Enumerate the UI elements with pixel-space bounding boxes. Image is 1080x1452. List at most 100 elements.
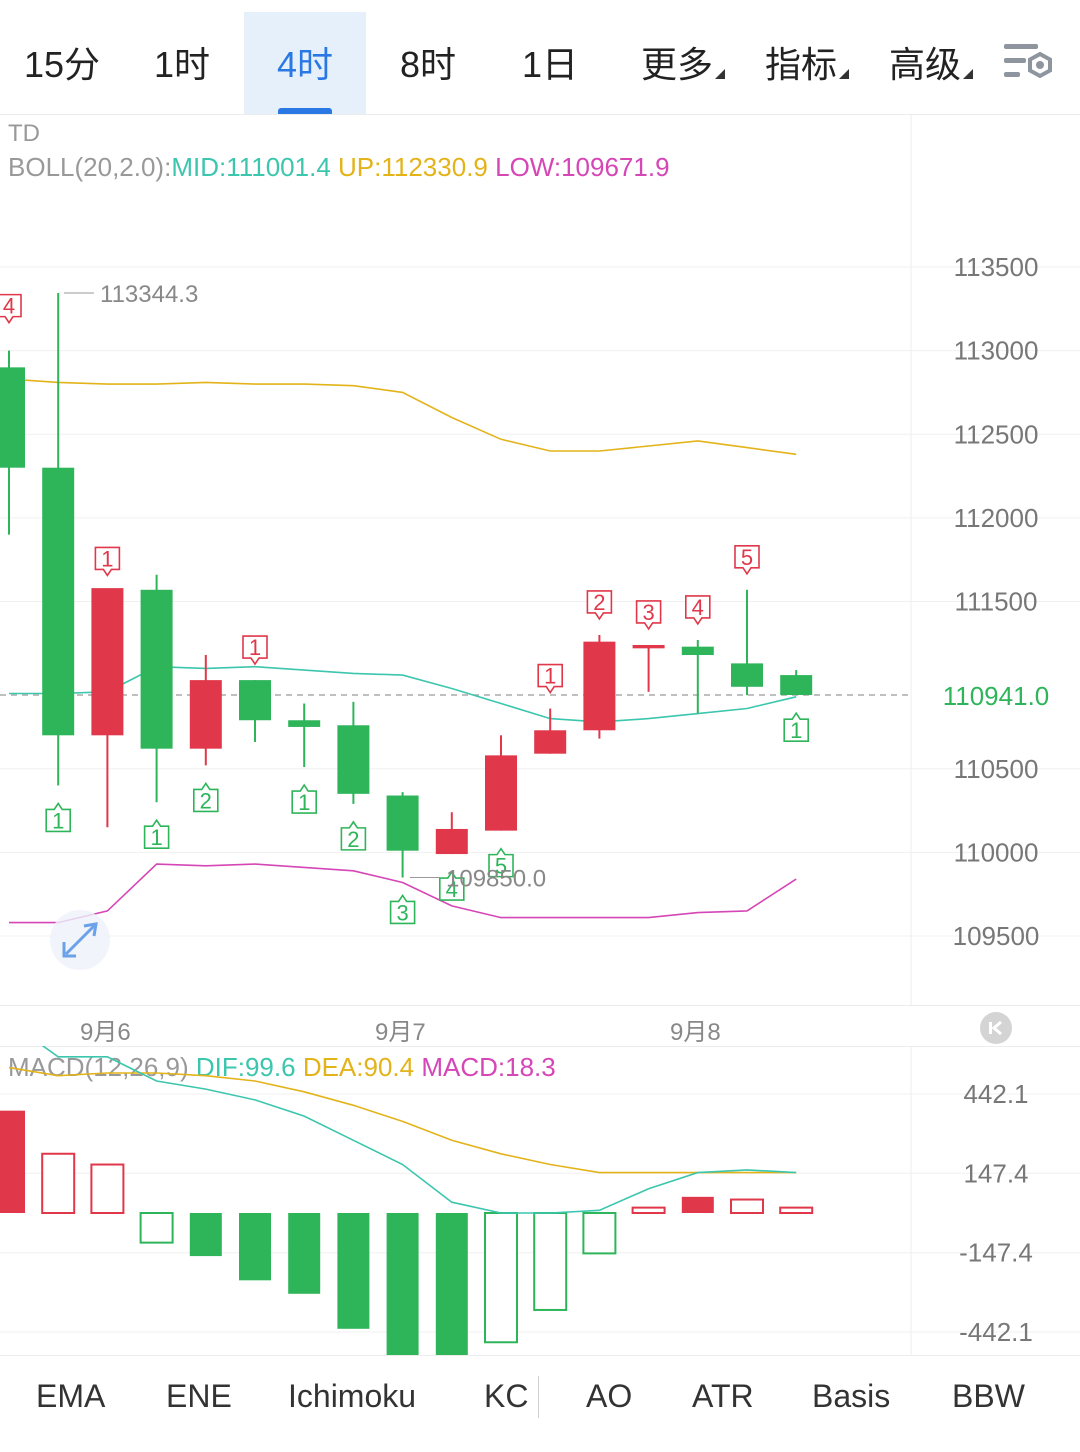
candle-body	[534, 730, 567, 754]
current-price-tag	[912, 674, 1080, 715]
price-tick-label: 110500	[954, 754, 1039, 784]
macd-dea-line	[8, 1066, 797, 1174]
td-marker-frame	[488, 847, 514, 878]
td-marker-frame	[586, 590, 613, 621]
indicator-tab-bbw[interactable]: BBW	[952, 1378, 1025, 1414]
scroll-to-latest-icon[interactable]	[979, 1011, 1013, 1045]
td-marker-frame	[537, 663, 563, 694]
candle-body	[140, 589, 173, 749]
indicator-tab-ene[interactable]: ENE	[166, 1378, 232, 1414]
boll-legend: BOLL(20,2.0):MID:111001.4 UP:112330.9 LO…	[8, 152, 670, 183]
chart-settings-icon[interactable]	[1002, 40, 1058, 88]
td-indicator-label: TD	[8, 120, 40, 147]
macd-histogram-bar	[90, 1163, 125, 1214]
expand-arrows-icon	[50, 910, 110, 970]
td-count-label: 2	[200, 788, 212, 813]
boll-mid-line	[9, 665, 797, 723]
date-label: 9月8	[670, 1019, 721, 1046]
td-count-marker: 1	[45, 802, 71, 833]
macd-histogram-bar	[189, 1213, 222, 1257]
tab-indicators[interactable]: 指标	[752, 12, 862, 114]
price-tick-label: 112500	[954, 419, 1039, 449]
tab-label: 1日	[521, 44, 579, 85]
candle-body	[337, 725, 370, 794]
candle-body	[42, 467, 75, 736]
tab-15m[interactable]: 15分	[12, 12, 112, 114]
boll-mid-value: MID:111001.4	[171, 152, 331, 182]
high-price-label: 113344.3	[100, 281, 198, 308]
tab-label: 4时	[276, 44, 334, 85]
tab-8h[interactable]: 8时	[376, 12, 480, 114]
td-count-marker: 5	[734, 544, 760, 576]
td-count-label: 2	[593, 590, 605, 615]
tab-label: 8时	[399, 44, 457, 85]
macd-dea-value: DEA:90.4	[302, 1052, 415, 1082]
timeframe-tabs: 15分 1时 4时 8时 1日 更多 指标 高级	[0, 0, 1080, 114]
boll-low-value: LOW:109671.9	[495, 152, 670, 182]
date-label: 9月6	[80, 1019, 131, 1046]
boll-upper-line	[8, 378, 797, 456]
boll-lower-line	[9, 863, 797, 924]
tab-1h[interactable]: 1时	[130, 12, 234, 114]
td-count-label: 1	[544, 664, 556, 689]
candle-body	[731, 663, 763, 687]
macd-histogram-bar	[730, 1198, 764, 1215]
candle-body	[632, 644, 665, 649]
macd-hist-value: MACD:18.3	[421, 1052, 556, 1082]
indicator-tab-ichimoku[interactable]: Ichimoku	[288, 1378, 417, 1414]
td-count-marker: 4	[439, 870, 465, 902]
macd-dif-line	[41, 1046, 797, 1214]
macd-chart[interactable]: 442.1 147.4 -147.4 -442.1	[0, 1046, 1080, 1356]
price-tick-label: 109500	[953, 921, 1040, 951]
candle-body	[91, 588, 124, 736]
low-price-label: 109850.0	[446, 865, 546, 892]
candle-body	[189, 680, 222, 749]
active-tab-indicator	[278, 108, 332, 114]
macd-tick-label: 442.1	[963, 1079, 1028, 1109]
td-marker-frame	[291, 783, 317, 814]
candlestick-chart[interactable]: 113500 113000 112500 112000 111500 110500 1100…	[0, 0, 1080, 1010]
indicator-tab-basis[interactable]: Basis	[812, 1378, 891, 1414]
indicator-tab-ao[interactable]: AO	[586, 1378, 633, 1414]
td-count-marker: 2	[586, 590, 613, 621]
td-count-marker: 3	[635, 600, 662, 631]
td-count-label: 3	[642, 600, 654, 625]
td-count-label: 4	[446, 877, 458, 902]
td-count-marker: 5	[488, 847, 514, 879]
tab-advanced[interactable]: 高级	[876, 12, 986, 114]
price-tick-label: 111500	[955, 587, 1038, 617]
tab-more[interactable]: 更多	[628, 12, 738, 114]
dropdown-triangle-icon	[963, 69, 973, 79]
td-count-label: 1	[790, 718, 802, 743]
expand-icon-stroke	[64, 924, 96, 956]
td-marker-frame	[242, 635, 268, 666]
dropdown-triangle-icon	[715, 69, 725, 79]
td-count-marker: 1	[291, 783, 317, 815]
boll-name: BOLL(20,2.0):	[8, 152, 172, 182]
macd-histogram-bar	[41, 1152, 76, 1214]
td-count-label: 1	[150, 825, 162, 850]
td-count-marker: 1	[537, 663, 563, 694]
td-marker-frame	[45, 802, 71, 833]
macd-tick-label: 147.4	[963, 1158, 1028, 1188]
td-marker-frame	[0, 293, 22, 325]
indicator-tab-atr[interactable]: ATR	[692, 1378, 754, 1414]
tab-1d[interactable]: 1日	[498, 12, 602, 114]
macd-histogram-bar	[337, 1213, 370, 1329]
td-count-label: 1	[101, 546, 113, 571]
tab-label: 1时	[153, 44, 211, 85]
tabs-divider	[0, 114, 1080, 115]
candle-body	[681, 646, 714, 656]
indicator-tabs: EMA ENE Ichimoku KC AO ATR Basis BBW	[0, 1356, 1080, 1452]
boll-up-value: UP:112330.9	[338, 152, 488, 182]
indicator-tab-kc[interactable]: KC	[484, 1378, 529, 1414]
td-marker-frame	[734, 544, 760, 576]
td-marker-frame	[389, 894, 416, 925]
td-marker-frame	[193, 781, 219, 813]
tab-4h[interactable]: 4时	[244, 12, 366, 114]
price-tick-label: 113500	[954, 252, 1039, 282]
macd-histogram-bar	[239, 1213, 271, 1281]
indicator-tab-ema[interactable]: EMA	[36, 1378, 106, 1414]
main-chart-bottom-border	[0, 1005, 1080, 1006]
td-count-marker: 1	[94, 546, 121, 577]
